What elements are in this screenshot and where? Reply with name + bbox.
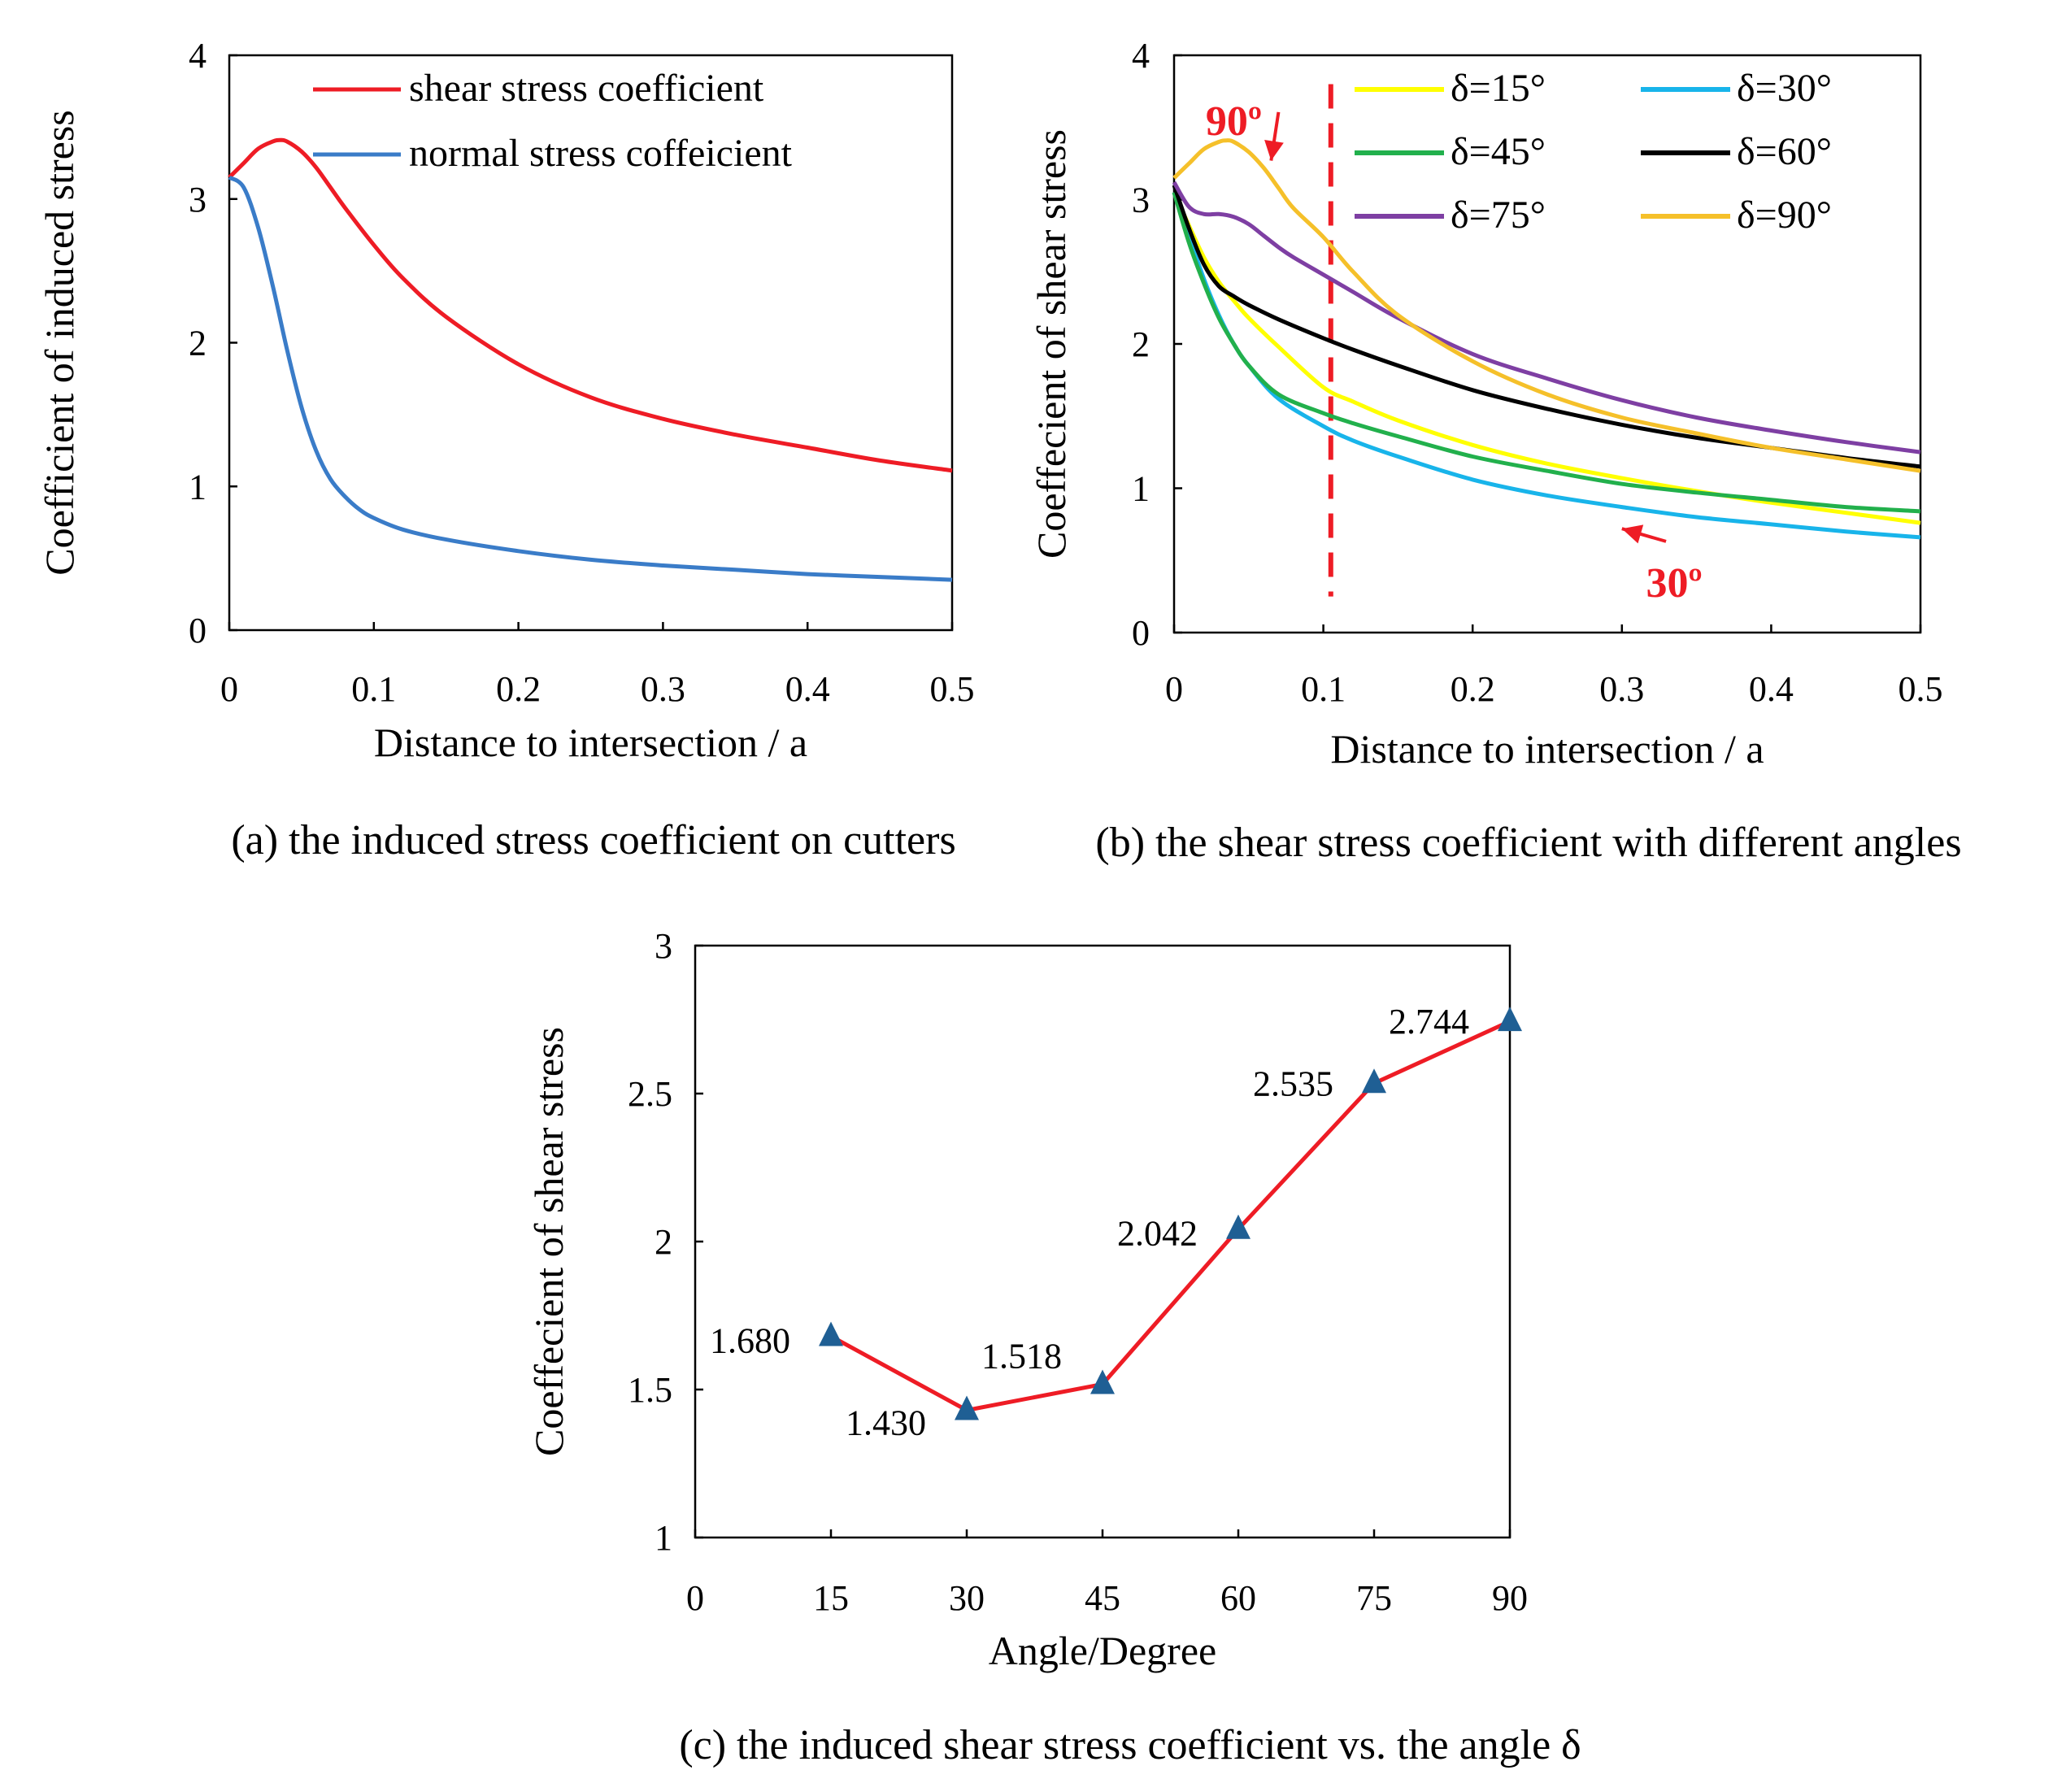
data-label: 1.680 <box>710 1320 790 1360</box>
x-axis-title: Distance to intersection / a <box>374 720 807 765</box>
series-line-delta-4 <box>1172 181 1921 455</box>
data-label: 2.535 <box>1253 1063 1333 1103</box>
y-axis-title: Coeffecient of shear stress <box>526 1027 572 1456</box>
y-tick-label: 3 <box>1132 181 1150 220</box>
panel-b-chart: 0 0.1 0.2 0.3 0.4 0.5 0 1 2 3 4 Distance to interse… <box>1029 36 1962 866</box>
y-tick-label: 2.5 <box>628 1074 672 1114</box>
series-line-delta-1 <box>1172 191 1921 540</box>
panel-caption: (b) the shear stress coefficient with di… <box>1095 820 1961 866</box>
x-tick-label: 30 <box>949 1578 985 1618</box>
y-axis-title: Coeffecient of shear stress <box>1029 129 1074 559</box>
series-line-delta-2 <box>1172 191 1921 514</box>
legend-label: δ=45° <box>1451 130 1546 173</box>
x-tick-label: 75 <box>1356 1578 1392 1618</box>
annotation-label: 30º <box>1646 560 1702 607</box>
legend-label: δ=30° <box>1737 67 1832 110</box>
legend-label: δ=75° <box>1451 194 1546 237</box>
x-tick-label: 45 <box>1085 1578 1120 1618</box>
annotation-arrowhead <box>1264 140 1284 161</box>
x-tick-label: 0.2 <box>496 669 541 709</box>
x-tick-label: 90 <box>1492 1578 1528 1618</box>
annotation-arrowhead <box>1621 524 1644 544</box>
data-label: 1.518 <box>981 1336 1062 1376</box>
y-tick-label: 0 <box>1132 613 1150 653</box>
y-tick-label: 0 <box>189 611 207 650</box>
legend-label: normal stress coffeicient <box>409 132 793 175</box>
y-tick-label: 3 <box>655 926 672 966</box>
annotation-label: 90º <box>1206 98 1262 145</box>
data-point-marker <box>1090 1369 1115 1394</box>
data-label: 2.042 <box>1117 1214 1198 1254</box>
x-tick-label: 0.1 <box>1301 669 1346 709</box>
x-tick-label: 0.3 <box>641 669 685 709</box>
legend-label: δ=90° <box>1737 194 1832 237</box>
panel-caption: (a) the induced stress coefficient on cu… <box>231 817 955 863</box>
data-label: 2.744 <box>1389 1002 1469 1042</box>
x-axis-title: Distance to intersection / a <box>1330 726 1764 772</box>
legend-label: shear stress coefficient <box>409 67 764 110</box>
y-tick-label: 1 <box>189 467 207 507</box>
x-tick-label: 0.1 <box>351 669 396 709</box>
y-tick-label: 4 <box>189 36 207 76</box>
y-tick-label: 4 <box>1132 36 1150 76</box>
y-tick-label: 2 <box>1132 324 1150 364</box>
y-tick-label: 3 <box>189 180 207 220</box>
series-line-delta-5 <box>1172 138 1921 473</box>
x-tick-label: 0.4 <box>785 669 830 709</box>
data-point-marker <box>1498 1007 1522 1032</box>
y-tick-label: 2 <box>655 1222 672 1262</box>
x-tick-label: 0.5 <box>1899 669 1943 709</box>
panel-a-chart: 0 0.1 0.2 0.3 0.4 0.5 0 1 2 3 4 Distance to interse… <box>37 36 975 863</box>
data-point-marker <box>1226 1214 1251 1239</box>
y-tick-label: 1.5 <box>628 1370 672 1410</box>
y-tick-label: 1 <box>655 1518 672 1558</box>
x-tick-label: 0 <box>686 1578 704 1618</box>
plot-frame <box>694 944 1511 1539</box>
x-axis-title: Angle/Degree <box>989 1628 1216 1673</box>
x-tick-label: 0.3 <box>1599 669 1644 709</box>
legend-label: δ=15° <box>1451 67 1546 110</box>
series-line-delta-0 <box>1172 191 1921 525</box>
x-tick-label: 0.4 <box>1749 669 1794 709</box>
panel-caption: (c) the induced shear stress coefficient… <box>679 1722 1581 1768</box>
x-tick-label: 15 <box>813 1578 849 1618</box>
x-tick-label: 60 <box>1220 1578 1256 1618</box>
x-tick-label: 0 <box>1165 669 1183 709</box>
series-line <box>829 1019 1511 1413</box>
y-tick-label: 2 <box>189 324 207 363</box>
data-point-marker <box>819 1321 843 1346</box>
series-line-shear <box>228 137 953 473</box>
legend-label: δ=60° <box>1737 130 1832 173</box>
series-line-normal <box>228 175 953 582</box>
x-tick-label: 0 <box>220 669 238 709</box>
data-label: 1.430 <box>846 1403 926 1442</box>
data-point-marker <box>955 1395 979 1420</box>
x-tick-label: 0.2 <box>1451 669 1495 709</box>
y-axis-title: Coefficient of induced stress <box>37 110 82 576</box>
data-point-marker <box>1362 1068 1386 1094</box>
y-tick-label: 1 <box>1132 469 1150 509</box>
panel-c-chart: 0 15 30 45 60 75 90 1 1.5 2 2.5 3 Angle/Degree Coeffe… <box>526 926 1581 1768</box>
x-tick-label: 0.5 <box>930 669 975 709</box>
